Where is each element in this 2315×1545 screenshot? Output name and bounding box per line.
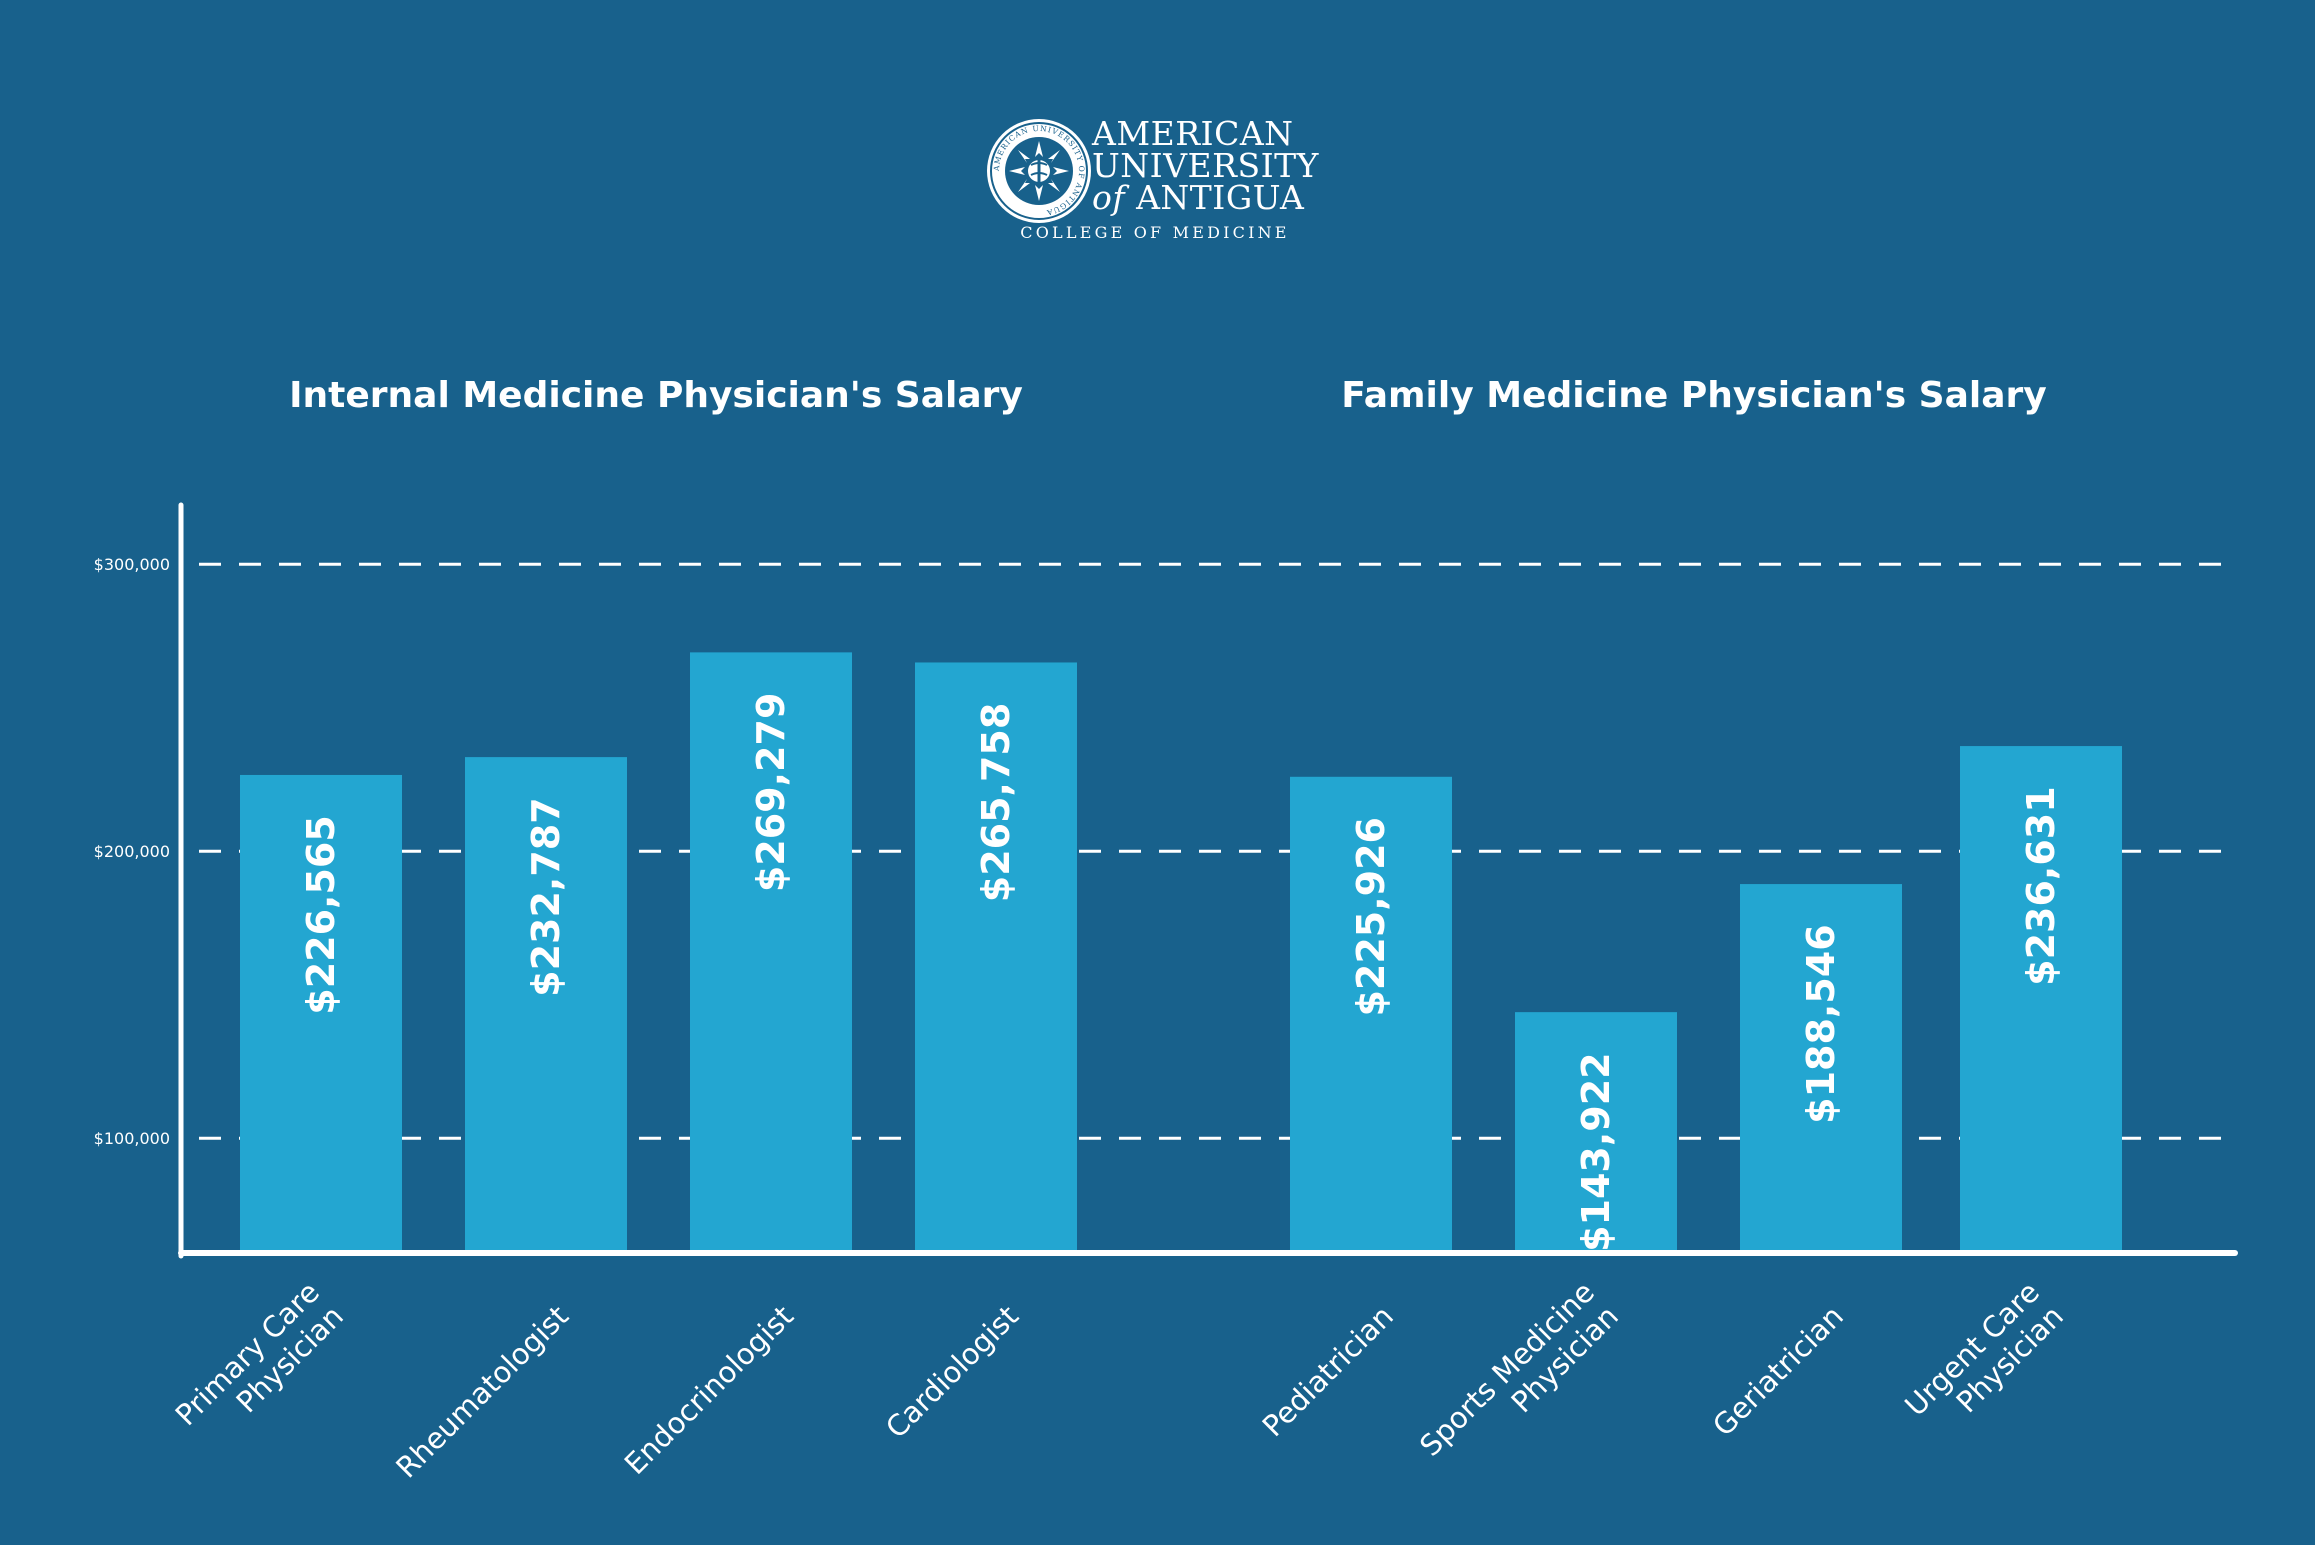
- category-label-line: Pediatrician: [1256, 1299, 1400, 1443]
- category-label: Geriatrician: [1706, 1299, 1850, 1443]
- internal-medicine-title: Internal Medicine Physician's Salary: [289, 375, 1023, 416]
- brand-subtitle: COLLEGE OF MEDICINE: [1020, 223, 1290, 242]
- brand-line-1: AMERICAN: [1092, 114, 1294, 153]
- category-label: Pediatrician: [1256, 1299, 1400, 1443]
- bar-value-label: $226,565: [299, 815, 343, 1015]
- bar-value-label: $269,279: [749, 693, 793, 893]
- university-logo: AMERICAN UNIVERSITY OF ANTIGUA AMERICAN …: [985, 115, 1325, 245]
- bar-value-label: $236,631: [2019, 786, 2063, 986]
- bar: [1740, 884, 1902, 1253]
- y-tick-label: $100,000: [94, 1129, 170, 1148]
- category-label-line: Rheumatologist: [389, 1299, 575, 1485]
- category-label: Sports MedicinePhysician: [1413, 1275, 1625, 1487]
- brand-line-2: UNIVERSITY: [1092, 146, 1319, 185]
- brand-line-3: of ANTIGUA: [1092, 181, 1304, 215]
- brand-of: of: [1092, 178, 1126, 217]
- category-label: Cardiologist: [879, 1299, 1025, 1445]
- bar-value-label: $143,922: [1574, 1052, 1618, 1252]
- bar: [1960, 746, 2122, 1253]
- brand-antigua: ANTIGUA: [1136, 178, 1305, 217]
- bar: [240, 774, 402, 1253]
- category-label: Primary CarePhysician: [169, 1275, 350, 1456]
- category-label: Rheumatologist: [389, 1299, 575, 1485]
- bar-value-label: $188,546: [1799, 924, 1843, 1124]
- category-label-line: Cardiologist: [879, 1299, 1025, 1445]
- y-tick-label: $300,000: [94, 555, 170, 574]
- family-medicine-title: Family Medicine Physician's Salary: [1341, 375, 2047, 416]
- category-label-line: Endocrinologist: [618, 1299, 800, 1481]
- category-label: Endocrinologist: [618, 1299, 800, 1481]
- university-seal-icon: AMERICAN UNIVERSITY OF ANTIGUA: [987, 119, 1091, 223]
- bar: [465, 757, 627, 1253]
- bar: [1290, 776, 1452, 1253]
- bar-value-label: $225,926: [1349, 817, 1393, 1017]
- category-label-line: Geriatrician: [1706, 1299, 1850, 1443]
- bar: [1515, 1012, 1677, 1253]
- y-tick-label: $200,000: [94, 842, 170, 861]
- bar: [690, 652, 852, 1253]
- bar-value-label: $232,787: [524, 797, 568, 997]
- bar-value-label: $265,758: [974, 703, 1018, 903]
- bar: [915, 662, 1077, 1253]
- category-label: Urgent CarePhysician: [1898, 1275, 2070, 1447]
